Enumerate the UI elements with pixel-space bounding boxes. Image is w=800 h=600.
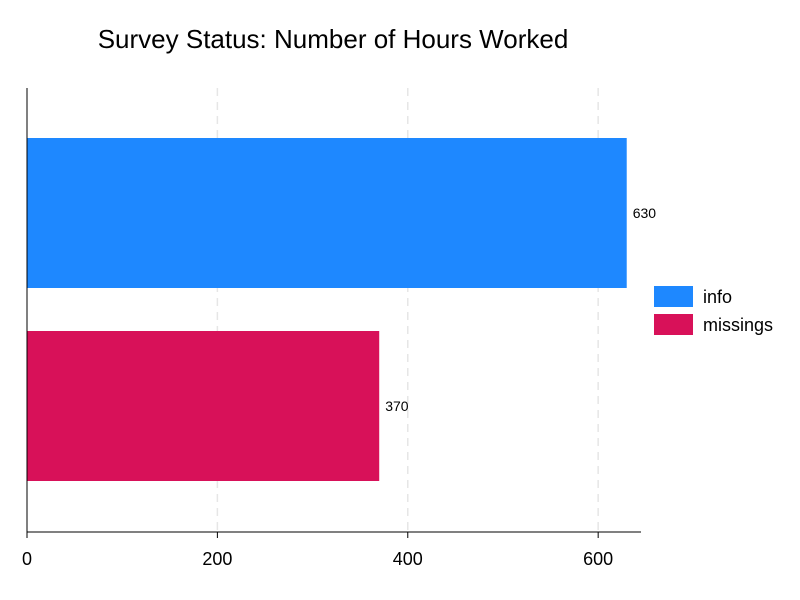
x-tick-label: 0 [22, 549, 32, 569]
data-label-info: 630 [633, 205, 657, 221]
legend-swatch-missings [654, 314, 693, 335]
legend: info missings [654, 286, 773, 335]
axes: 0 200 400 600 [22, 88, 641, 569]
bar-info [27, 138, 627, 288]
x-tick-label: 600 [583, 549, 613, 569]
chart-title: Survey Status: Number of Hours Worked [98, 24, 569, 54]
x-tick-label: 400 [393, 549, 423, 569]
legend-swatch-info [654, 286, 693, 307]
legend-label-info: info [703, 287, 732, 307]
bars: 630 370 [27, 138, 656, 481]
x-tick-label: 200 [202, 549, 232, 569]
data-label-missings: 370 [385, 398, 409, 414]
bar-missings [27, 331, 380, 481]
legend-label-missings: missings [703, 315, 773, 335]
